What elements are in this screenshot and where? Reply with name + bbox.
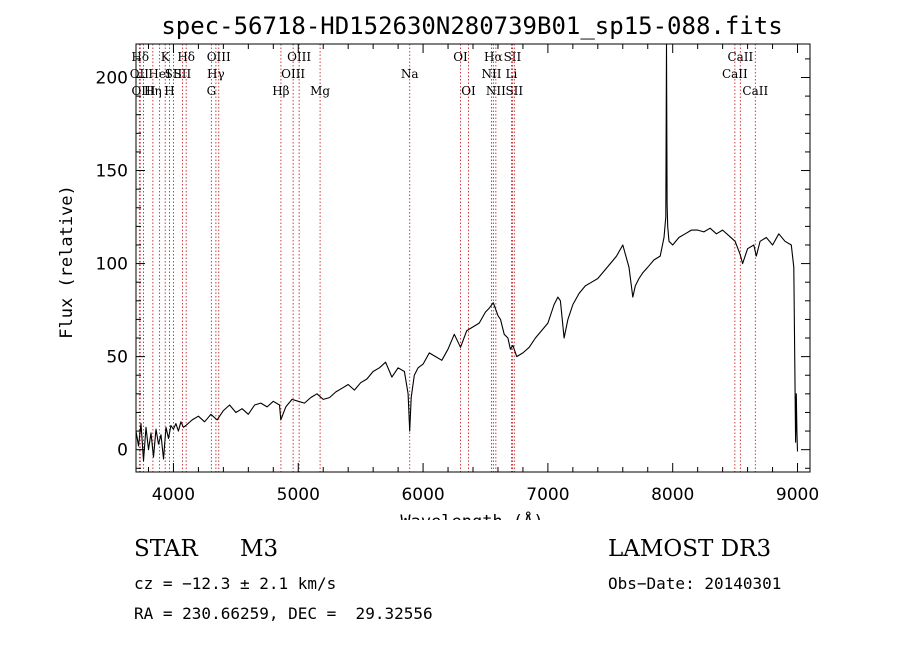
spectrum-series xyxy=(135,43,799,462)
line-label-18: OI xyxy=(453,50,468,64)
line-label-24: Li xyxy=(506,67,518,81)
line-label-7: H xyxy=(164,84,174,98)
class-label: STAR xyxy=(134,536,198,562)
x-tick-label: 9000 xyxy=(776,485,819,505)
line-label-12: G xyxy=(207,84,217,98)
line-label-22: NII xyxy=(486,84,506,98)
line-label-20: Hα xyxy=(484,50,503,64)
x-tick-label: 5000 xyxy=(277,485,320,505)
line-label-23: SII xyxy=(504,50,522,64)
line-label-0: Hδ xyxy=(131,50,149,64)
line-label-27: CaII xyxy=(722,67,748,81)
subclass-label: M3 xyxy=(240,536,279,562)
y-tick-label: 0 xyxy=(117,441,128,461)
line-label-15: OIII xyxy=(281,67,305,81)
line-label-8: Hδ xyxy=(177,50,195,64)
y-tick-label: 200 xyxy=(96,68,128,88)
spectrum-line xyxy=(135,43,799,462)
y-tick-label: 100 xyxy=(96,255,128,275)
line-label-1: OII xyxy=(130,67,150,81)
survey-label: LAMOST DR3 xyxy=(608,536,772,562)
line-label-25: SII xyxy=(505,84,523,98)
x-tick-label: 7000 xyxy=(526,485,569,505)
line-label-17: Na xyxy=(401,67,419,81)
line-label-5: K xyxy=(161,50,171,64)
y-axis-label: Flux (relative) xyxy=(57,185,77,339)
redshift-text: cz = −12.3 ± 2.1 km/s xyxy=(134,574,337,593)
line-label-4: Hη xyxy=(144,84,162,98)
line-label-26: CaII xyxy=(727,50,753,64)
line-label-28: CaII xyxy=(742,84,768,98)
chart-svg: spec-56718-HD152630N280739B01_sp15-088.f… xyxy=(57,12,819,532)
obs-date-text: Obs−Date: 20140301 xyxy=(608,574,782,593)
coords-text: RA = 230.66259, DEC = 29.32556 xyxy=(134,604,433,623)
x-tick-label: 8000 xyxy=(651,485,694,505)
x-tick-label: 6000 xyxy=(401,485,444,505)
line-label-16: Mg xyxy=(310,84,330,98)
line-label-19: OI xyxy=(461,84,476,98)
line-label-11: Hγ xyxy=(207,67,225,81)
y-tick-label: 50 xyxy=(106,348,128,368)
line-label-21: NII xyxy=(481,67,501,81)
axes: 4000 5000 6000 7000 8000 9000 0 50 100 150 200 xyxy=(96,43,819,505)
chart-title: spec-56718-HD152630N280739B01_sp15-088.f… xyxy=(161,12,782,40)
line-label-6: SII xyxy=(165,67,183,81)
line-label-9: SII xyxy=(174,67,192,81)
y-tick-label: 150 xyxy=(96,162,128,182)
line-label-13: Hβ xyxy=(272,84,289,98)
line-label-10: OIII xyxy=(207,50,231,64)
plot-frame xyxy=(135,43,811,473)
x-tick-label: 4000 xyxy=(152,485,195,505)
x-axis-label: Wavelength (Å) xyxy=(400,510,543,520)
line-label-2: OIII xyxy=(131,84,155,98)
line-label-14: OIII xyxy=(287,50,311,64)
line-label-3: HeI xyxy=(148,67,171,81)
